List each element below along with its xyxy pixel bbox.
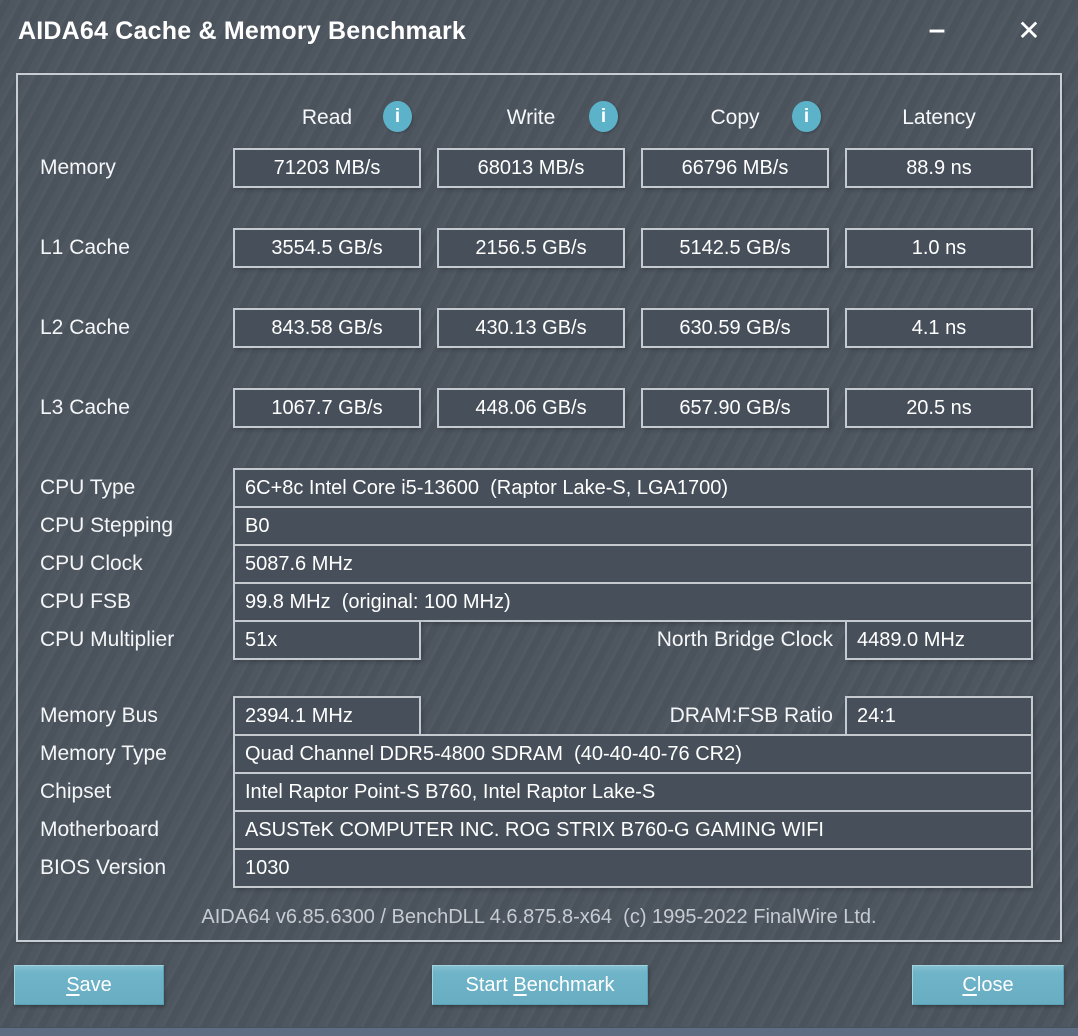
minimize-icon: – xyxy=(928,13,946,46)
column-header-copy: Copy xyxy=(710,106,760,129)
dram-fsb-ratio-value: 24:1 xyxy=(845,696,1033,736)
row-label-memory-type: Memory Type xyxy=(40,742,167,765)
start-benchmark-button[interactable]: Start Benchmark xyxy=(432,965,648,1005)
row-label-cpu-type: CPU Type xyxy=(40,476,136,499)
cpu-stepping-value: B0 xyxy=(233,506,1033,546)
cpu-clock-value: 5087.6 MHz xyxy=(233,544,1033,584)
copy-info-icon[interactable]: i xyxy=(792,101,821,132)
row-label-cpu-multiplier: CPU Multiplier xyxy=(40,628,175,651)
label-dram-fsb-ratio: DRAM:FSB Ratio xyxy=(669,704,833,727)
close-window-button[interactable]: ✕ xyxy=(1008,10,1050,50)
content-groupbox xyxy=(16,73,1062,942)
label-north-bridge-clock: North Bridge Clock xyxy=(656,628,833,651)
memory-bus-value: 2394.1 MHz xyxy=(233,696,421,736)
write-info-icon[interactable]: i xyxy=(589,101,618,132)
start-benchmark-button-label: Start Benchmark xyxy=(465,973,615,996)
l1-copy-value: 5142.5 GB/s xyxy=(641,228,829,268)
row-label-cpu-fsb: CPU FSB xyxy=(40,590,132,613)
cpu-fsb-value: 99.8 MHz (original: 100 MHz) xyxy=(233,582,1033,622)
save-button[interactable]: Save xyxy=(14,965,164,1005)
memory-type-value: Quad Channel DDR5-4800 SDRAM (40-40-40-7… xyxy=(233,734,1033,774)
l2-latency-value: 4.1 ns xyxy=(845,308,1033,348)
version-footer: AIDA64 v6.85.6300 / BenchDLL 4.6.875.8-x… xyxy=(201,906,877,928)
bottom-edge-strip xyxy=(0,1027,1078,1036)
cpu-multiplier-value: 51x xyxy=(233,620,421,660)
row-label-l3-cache: L3 Cache xyxy=(40,396,130,419)
l1-write-value: 2156.5 GB/s xyxy=(437,228,625,268)
row-label-cpu-clock: CPU Clock xyxy=(40,552,143,575)
column-header-read: Read xyxy=(301,106,353,129)
close-button[interactable]: Close xyxy=(912,965,1064,1005)
motherboard-value: ASUSTeK COMPUTER INC. ROG STRIX B760-G G… xyxy=(233,810,1033,850)
north-bridge-clock-value: 4489.0 MHz xyxy=(845,620,1033,660)
l1-read-value: 3554.5 GB/s xyxy=(233,228,421,268)
chipset-value: Intel Raptor Point-S B760, Intel Raptor … xyxy=(233,772,1033,812)
window-title: AIDA64 Cache & Memory Benchmark xyxy=(18,17,467,45)
column-header-write: Write xyxy=(506,106,556,129)
column-header-latency: Latency xyxy=(902,106,976,129)
l2-copy-value: 630.59 GB/s xyxy=(641,308,829,348)
l2-read-value: 843.58 GB/s xyxy=(233,308,421,348)
save-button-label: Save xyxy=(66,973,112,996)
cpu-type-value: 6C+8c Intel Core i5-13600 (Raptor Lake-S… xyxy=(233,468,1033,508)
row-label-cpu-stepping: CPU Stepping xyxy=(40,514,174,537)
l3-read-value: 1067.7 GB/s xyxy=(233,388,421,428)
memory-write-value: 68013 MB/s xyxy=(437,148,625,188)
read-info-icon[interactable]: i xyxy=(383,101,412,132)
l2-write-value: 430.13 GB/s xyxy=(437,308,625,348)
l3-write-value: 448.06 GB/s xyxy=(437,388,625,428)
row-label-l2-cache: L2 Cache xyxy=(40,316,130,339)
l3-latency-value: 20.5 ns xyxy=(845,388,1033,428)
l3-copy-value: 657.90 GB/s xyxy=(641,388,829,428)
row-label-chipset: Chipset xyxy=(40,780,112,803)
minimize-button[interactable]: – xyxy=(916,10,958,50)
bios-version-value: 1030 xyxy=(233,848,1033,888)
memory-read-value: 71203 MB/s xyxy=(233,148,421,188)
close-button-label: Close xyxy=(962,973,1014,996)
close-icon: ✕ xyxy=(1017,14,1041,46)
row-label-bios-version: BIOS Version xyxy=(40,856,167,879)
memory-latency-value: 88.9 ns xyxy=(845,148,1033,188)
memory-copy-value: 66796 MB/s xyxy=(641,148,829,188)
row-label-l1-cache: L1 Cache xyxy=(40,236,130,259)
row-label-memory-bus: Memory Bus xyxy=(40,704,158,727)
row-label-memory: Memory xyxy=(40,156,116,179)
l1-latency-value: 1.0 ns xyxy=(845,228,1033,268)
row-label-motherboard: Motherboard xyxy=(40,818,160,841)
